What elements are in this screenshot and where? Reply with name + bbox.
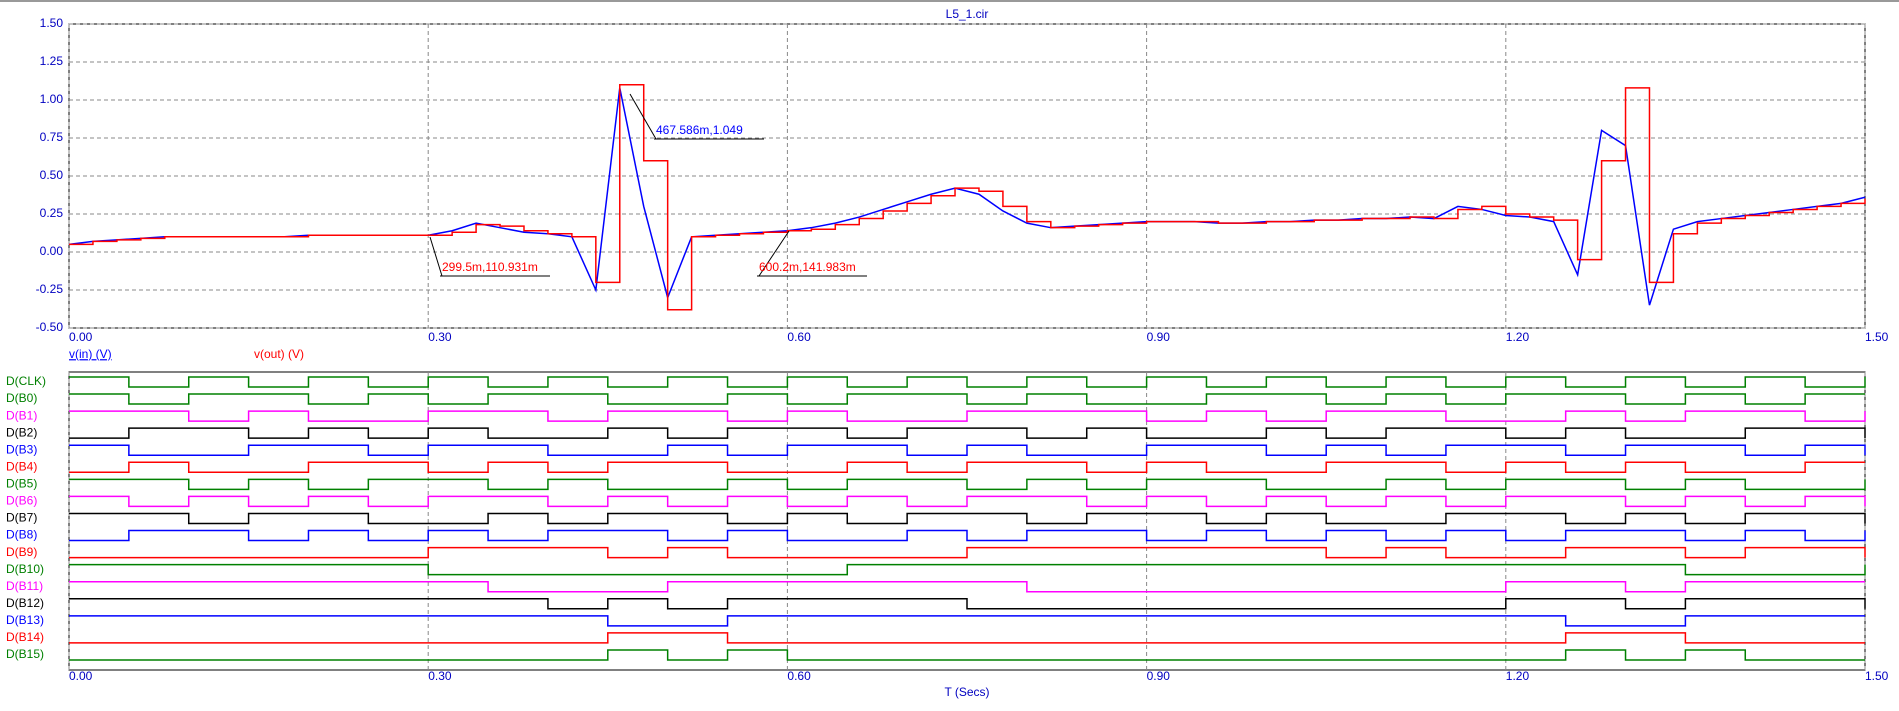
x-tick-label: 1.20 bbox=[1506, 669, 1530, 683]
x-tick-label: 1.50 bbox=[1865, 330, 1889, 344]
x-tick-label: 0.60 bbox=[787, 330, 811, 344]
x-tick-label: 0.60 bbox=[787, 669, 811, 683]
signal-label: D(B2) bbox=[6, 425, 37, 439]
signal-label: D(CLK) bbox=[6, 374, 46, 388]
y-tick-label: -0.25 bbox=[36, 282, 64, 296]
y-tick-label: 0.00 bbox=[40, 244, 64, 258]
annotation: 299.5m,110.931m bbox=[442, 260, 538, 274]
signal-label: D(B13) bbox=[6, 613, 44, 627]
annotation-pointer bbox=[429, 236, 443, 277]
digital-trace bbox=[69, 495, 1866, 508]
digital-trace bbox=[69, 512, 1866, 525]
signal-label: D(B5) bbox=[6, 477, 37, 491]
signal-label: D(B6) bbox=[6, 494, 37, 508]
digital-trace bbox=[69, 393, 1865, 405]
digital-trace bbox=[69, 632, 1865, 644]
signal-label: D(B10) bbox=[6, 562, 44, 576]
digital-trace bbox=[69, 563, 1866, 576]
digital-trace bbox=[69, 649, 1865, 661]
legend-label: v(out) (V) bbox=[254, 347, 304, 361]
x-tick-label: 0.30 bbox=[428, 330, 452, 344]
annotation: 467.586m,1.049 bbox=[656, 123, 743, 137]
digital-trace bbox=[69, 444, 1866, 456]
x-tick-label: 0.00 bbox=[69, 330, 93, 344]
digital-trace bbox=[69, 598, 1866, 610]
x-tick-label: 0.00 bbox=[69, 669, 93, 683]
legend-label: v(in) (V) bbox=[69, 347, 112, 361]
y-tick-label: 0.50 bbox=[40, 168, 64, 182]
digital-trace bbox=[69, 529, 1866, 542]
y-tick-label: -0.50 bbox=[36, 320, 64, 334]
y-tick-label: 1.50 bbox=[40, 16, 64, 30]
series-line bbox=[69, 84, 1866, 311]
signal-label: D(B1) bbox=[6, 408, 37, 422]
signal-label: D(B8) bbox=[6, 528, 37, 542]
signal-label: D(B12) bbox=[6, 596, 44, 610]
signal-label: D(B14) bbox=[6, 630, 44, 644]
signal-label: D(B4) bbox=[6, 459, 37, 473]
x-tick-label: 1.50 bbox=[1865, 669, 1889, 683]
x-tick-label: 0.90 bbox=[1147, 669, 1171, 683]
x-tick-label: 1.20 bbox=[1506, 330, 1530, 344]
signal-label: D(B3) bbox=[6, 442, 37, 456]
signal-label: D(B7) bbox=[6, 511, 37, 525]
chart-title: L5_1.cir bbox=[946, 7, 989, 21]
digital-trace bbox=[69, 546, 1866, 559]
digital-trace bbox=[69, 376, 1866, 388]
digital-trace bbox=[69, 478, 1866, 491]
digital-trace bbox=[69, 427, 1866, 439]
digital-trace bbox=[69, 615, 1865, 627]
signal-label: D(B11) bbox=[6, 579, 43, 593]
signal-label: D(B15) bbox=[6, 647, 44, 661]
annotation-pointer bbox=[758, 230, 790, 277]
digital-trace bbox=[69, 410, 1866, 422]
signal-label: D(B0) bbox=[6, 391, 37, 405]
y-tick-label: 1.25 bbox=[40, 54, 64, 68]
x-axis-label: T (Secs) bbox=[944, 685, 989, 699]
x-tick-label: 0.90 bbox=[1147, 330, 1171, 344]
annotation: 600.2m,141.983m bbox=[759, 260, 856, 274]
y-tick-label: 0.25 bbox=[40, 206, 64, 220]
annotation-pointer bbox=[629, 93, 657, 140]
signal-label: D(B9) bbox=[6, 545, 37, 559]
digital-trace bbox=[69, 580, 1865, 593]
digital-trace bbox=[69, 461, 1865, 474]
x-tick-label: 0.30 bbox=[428, 669, 452, 683]
y-tick-label: 1.00 bbox=[40, 92, 64, 106]
y-tick-label: 0.75 bbox=[40, 130, 64, 144]
